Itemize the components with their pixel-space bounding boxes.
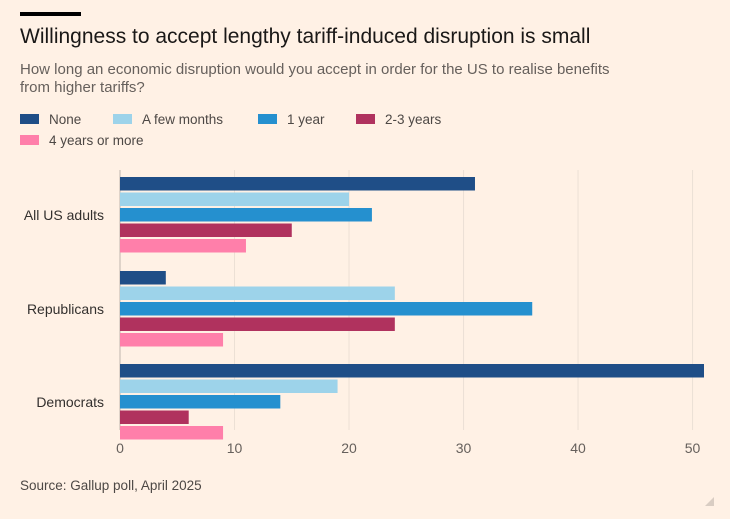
legend-label-one-year: 1 year <box>287 111 325 127</box>
legend-label-none: None <box>49 111 82 127</box>
bar-all-us-adults-4-years-or-more <box>120 239 246 253</box>
bar-democrats-none <box>120 364 704 378</box>
legend-swatch-none <box>20 114 39 124</box>
x-tick-label-20: 20 <box>341 440 357 456</box>
x-tick-label-30: 30 <box>456 440 472 456</box>
x-tick-label-40: 40 <box>570 440 586 456</box>
legend-item-few-months: A few months <box>113 110 223 128</box>
legend-item-two-three-years: 2-3 years <box>356 110 441 128</box>
bar-democrats-1-year <box>120 395 281 409</box>
chart-subtitle: How long an economic disruption would yo… <box>20 61 610 96</box>
legend-swatch-two-three-years <box>356 114 375 124</box>
bar-republicans-4-years-or-more <box>120 333 224 347</box>
legend-swatch-one-year <box>258 114 277 124</box>
category-label-republicans: Republicans <box>27 301 104 317</box>
chart-title: Willingness to accept lengthy tariff-ind… <box>20 25 591 48</box>
legend-swatch-four-plus-years <box>20 135 39 145</box>
source-note: Source: Gallup poll, April 2025 <box>20 478 202 493</box>
legend-label-four-plus-years: 4 years or more <box>49 132 144 148</box>
legend-swatch-few-months <box>113 114 132 124</box>
category-labels: All US adults Republicans Democrats <box>24 207 104 410</box>
bars <box>120 177 704 440</box>
bar-all-us-adults-a-few-months <box>120 192 350 206</box>
bar-republicans-a-few-months <box>120 286 395 300</box>
resize-corner-icon <box>705 497 714 506</box>
x-tick-label-0: 0 <box>116 440 124 456</box>
legend-label-two-three-years: 2-3 years <box>385 111 442 127</box>
bar-all-us-adults-1-year <box>120 208 372 222</box>
category-label-all-us-adults: All US adults <box>24 207 104 223</box>
bar-democrats-4-years-or-more <box>120 426 224 440</box>
x-tick-label-50: 50 <box>685 440 701 456</box>
bar-all-us-adults-none <box>120 177 475 191</box>
bar-all-us-adults-2-3-years <box>120 223 292 237</box>
legend-item-one-year: 1 year <box>258 110 325 128</box>
legend-item-none: None <box>20 110 81 128</box>
tick-labels: 0 10 20 30 40 50 <box>116 440 700 456</box>
bar-republicans-2-3-years <box>120 317 395 331</box>
legend-item-four-plus-years: 4 years or more <box>20 131 144 149</box>
x-tick-label-10: 10 <box>227 440 243 456</box>
bar-democrats-a-few-months <box>120 379 338 393</box>
category-label-democrats: Democrats <box>36 394 104 410</box>
legend-label-few-months: A few months <box>142 111 224 127</box>
bar-democrats-2-3-years <box>120 410 189 424</box>
bar-republicans-none <box>120 271 166 285</box>
bar-republicans-1-year <box>120 302 533 316</box>
header-rule <box>20 12 81 16</box>
